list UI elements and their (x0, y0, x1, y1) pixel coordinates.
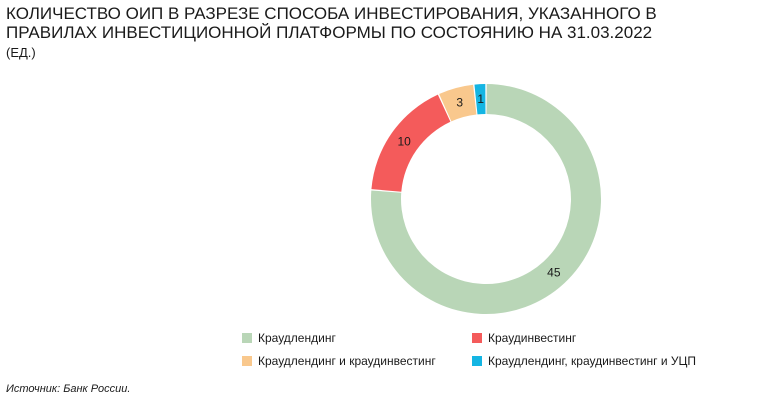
slice-crowdlending-and-crowdinvesting (439, 84, 477, 122)
legend-label-crowdlending-crowdinvesting-ucp: Краудлендинг, краудинвестинг и УЦП (488, 354, 697, 368)
chart-subtitle: (ЕД.) (6, 45, 36, 60)
legend-swatch-crowdlending-and-crowdinvesting (242, 356, 252, 366)
legend-label-crowdlending: Краудлендинг (258, 331, 336, 345)
legend-item-crowdlending-and-crowdinvesting: Краудлендинг и краудинвестинг (242, 354, 436, 368)
slice-label-crowdlending: 45 (547, 265, 561, 279)
legend-swatch-crowdinvesting (472, 333, 482, 343)
source-note: Источник: Банк России. (6, 383, 131, 395)
chart-title: КОЛИЧЕСТВО ОИП В РАЗРЕЗЕ СПОСОБА ИНВЕСТИ… (6, 4, 657, 42)
legend-item-crowdlending: Краудлендинг (242, 331, 336, 345)
legend-item-crowdinvesting: Краудинвестинг (472, 331, 576, 345)
slice-label-crowdinvesting: 10 (397, 135, 411, 149)
slice-crowdinvesting (371, 94, 451, 192)
legend-label-crowdlending-and-crowdinvesting: Краудлендинг и краудинвестинг (258, 354, 436, 368)
slice-label-crowdlending-crowdinvesting-ucp: 1 (477, 92, 484, 106)
legend-swatch-crowdlending-crowdinvesting-ucp (472, 356, 482, 366)
legend-item-crowdlending-crowdinvesting-ucp: Краудлендинг, краудинвестинг и УЦП (472, 354, 696, 368)
slice-label-crowdlending-and-crowdinvesting: 3 (456, 96, 463, 110)
legend-swatch-crowdlending (242, 333, 252, 343)
slice-crowdlending-crowdinvesting-ucp (474, 84, 486, 115)
legend-label-crowdinvesting: Краудинвестинг (488, 331, 577, 345)
